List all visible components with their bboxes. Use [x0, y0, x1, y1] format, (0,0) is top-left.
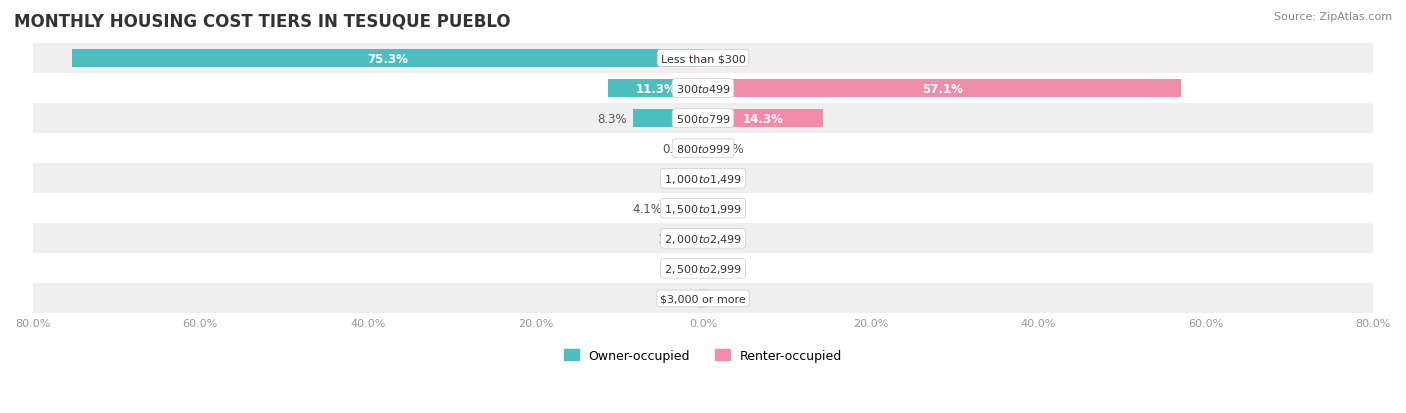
Legend: Owner-occupied, Renter-occupied: Owner-occupied, Renter-occupied — [558, 344, 848, 367]
Bar — [609, 80, 703, 98]
Text: 0.0%: 0.0% — [714, 52, 744, 65]
Text: 4.1%: 4.1% — [633, 202, 662, 215]
Text: $800 to $999: $800 to $999 — [675, 143, 731, 155]
Bar — [703, 50, 707, 68]
Text: 75.3%: 75.3% — [367, 52, 408, 65]
Bar — [703, 109, 823, 128]
Text: $300 to $499: $300 to $499 — [675, 83, 731, 95]
Bar — [32, 134, 1374, 164]
Text: $2,000 to $2,499: $2,000 to $2,499 — [664, 232, 742, 245]
Bar — [703, 259, 707, 278]
Bar — [32, 44, 1374, 74]
Bar — [72, 50, 703, 68]
Bar — [695, 230, 703, 248]
Text: $3,000 or more: $3,000 or more — [661, 294, 745, 304]
Bar — [703, 80, 1181, 98]
Bar — [32, 104, 1374, 134]
Bar — [32, 254, 1374, 284]
Bar — [32, 164, 1374, 194]
Text: 0.0%: 0.0% — [714, 172, 744, 185]
Text: Less than $300: Less than $300 — [661, 54, 745, 64]
Text: 0.0%: 0.0% — [714, 232, 744, 245]
Text: 57.1%: 57.1% — [922, 82, 963, 95]
Bar — [699, 169, 703, 188]
Bar — [699, 140, 703, 158]
Text: 0.0%: 0.0% — [714, 142, 744, 155]
Text: 0.0%: 0.0% — [662, 142, 692, 155]
Bar — [703, 199, 707, 218]
Text: 1.0%: 1.0% — [658, 232, 688, 245]
Text: 0.0%: 0.0% — [662, 262, 692, 275]
Text: 0.0%: 0.0% — [714, 262, 744, 275]
Bar — [32, 224, 1374, 254]
Text: $1,500 to $1,999: $1,500 to $1,999 — [664, 202, 742, 215]
Bar — [703, 169, 707, 188]
Text: 0.0%: 0.0% — [714, 292, 744, 305]
Bar — [32, 74, 1374, 104]
Text: $1,000 to $1,499: $1,000 to $1,499 — [664, 172, 742, 185]
Bar — [634, 109, 703, 128]
Text: 0.0%: 0.0% — [662, 172, 692, 185]
Text: 0.0%: 0.0% — [714, 202, 744, 215]
Bar — [32, 284, 1374, 313]
Text: 11.3%: 11.3% — [636, 82, 676, 95]
Text: 0.0%: 0.0% — [662, 292, 692, 305]
Text: $2,500 to $2,999: $2,500 to $2,999 — [664, 262, 742, 275]
Bar — [669, 199, 703, 218]
Bar — [703, 230, 707, 248]
Bar — [699, 290, 703, 308]
Bar — [703, 140, 707, 158]
Text: 14.3%: 14.3% — [742, 112, 783, 125]
Bar — [32, 194, 1374, 224]
Text: 8.3%: 8.3% — [598, 112, 627, 125]
Text: Source: ZipAtlas.com: Source: ZipAtlas.com — [1274, 12, 1392, 22]
Bar — [699, 259, 703, 278]
Text: $500 to $799: $500 to $799 — [675, 113, 731, 125]
Bar — [703, 290, 707, 308]
Text: MONTHLY HOUSING COST TIERS IN TESUQUE PUEBLO: MONTHLY HOUSING COST TIERS IN TESUQUE PU… — [14, 12, 510, 30]
